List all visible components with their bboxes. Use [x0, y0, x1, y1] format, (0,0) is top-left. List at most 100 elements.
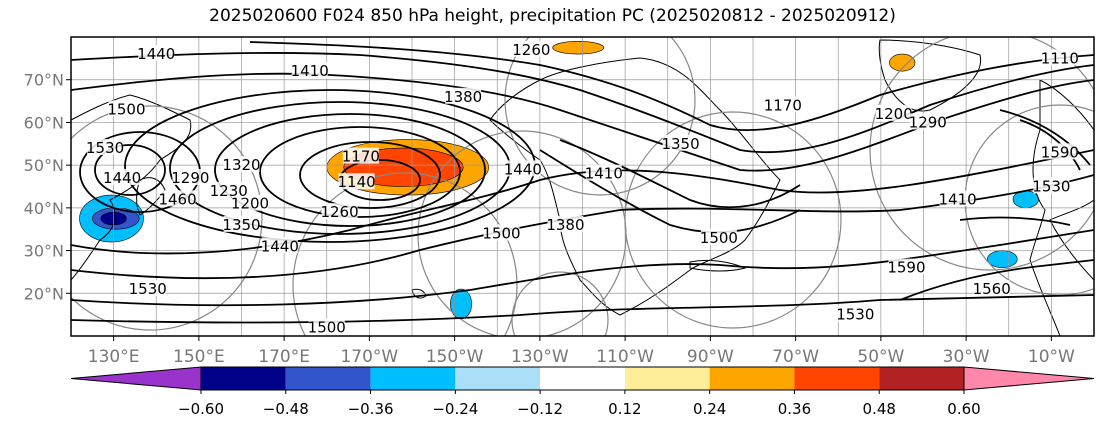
precip-region-3 [552, 40, 605, 55]
contour-label-bg [700, 228, 737, 245]
contour-label-bg [973, 280, 1010, 297]
height-contour-labels: 1440 1410 1260 1380 1170 1200 1110 1500 1530 1440… [86, 40, 1079, 336]
contour-label-bg [223, 215, 260, 232]
contour-label-bg [261, 237, 298, 254]
contour-label-bg [764, 96, 801, 113]
colorbar-tick-label: −0.36 [348, 400, 394, 418]
contour-label-bg [1041, 143, 1078, 160]
contour-label-bg [909, 113, 946, 130]
lon-tick-label: 130°E [88, 347, 140, 367]
lon-tick-label: 170°W [340, 347, 398, 367]
colorbar-segment [455, 367, 541, 390]
map-title: 2025020600 F024 850 hPa height, precipit… [209, 6, 896, 26]
colorbar-tick-label: −0.24 [432, 400, 478, 418]
contour-label: 1500 [482, 224, 520, 242]
contour-label: 1290 [171, 169, 209, 187]
colorbar-tick-label: 0.60 [947, 400, 980, 418]
colorbar-tick-label: 0.48 [863, 400, 896, 418]
lon-tick-label: 170°E [258, 347, 310, 367]
latitude-tick-labels: 20°N 30°N 40°N 50°N 60°N 70°N [24, 71, 71, 303]
contour-label-bg [223, 156, 260, 173]
contour-label-bg [232, 194, 269, 211]
contour-label-bg [291, 62, 328, 79]
colorbar-segment [285, 367, 371, 390]
contour-label-bg [875, 104, 912, 121]
contour-label: 1380 [444, 88, 482, 106]
contour-label-bg [837, 305, 874, 322]
contour-label: 1500 [700, 229, 738, 247]
contour-label: 1410 [939, 190, 977, 208]
precip-colorbar: −0.60 −0.48 −0.36 −0.24 −0.12 0.12 0.24 0.36 0.4… [70, 366, 1095, 418]
lon-tick-label: 50°W [857, 347, 904, 367]
contour-label: 1320 [222, 156, 260, 174]
map-panel: 1440 1410 1260 1380 1170 1200 1110 1500 1530 1440… [70, 36, 1095, 337]
contour-label-bg [172, 168, 209, 185]
lat-tick-label: 30°N [24, 242, 64, 261]
contour-label-bg [483, 224, 520, 241]
colorbar-segment [794, 367, 880, 390]
contour-label: 1380 [546, 216, 584, 234]
contour-label-bg [939, 190, 976, 207]
contour-label: 1440 [261, 237, 299, 255]
graticule [71, 37, 1094, 336]
contour-label: 1260 [320, 203, 358, 221]
colorbar-segment [540, 367, 625, 390]
contour-label: 1530 [1032, 178, 1070, 196]
contour-label: 1530 [86, 139, 124, 157]
contour-label: 1110 [1041, 49, 1079, 67]
contour-label-bg [1041, 49, 1078, 66]
contour-label: 1440 [103, 169, 141, 187]
contour-label: 1410 [291, 62, 329, 80]
contour-label-bg [662, 134, 699, 151]
lon-tick-label: 90°W [687, 347, 734, 367]
contour-label-bg [585, 164, 622, 181]
contour-label-bg [504, 160, 541, 177]
contour-label-bg [445, 87, 482, 104]
contour-label: 1200 [875, 105, 913, 123]
contour-label-bg [108, 100, 145, 117]
contour-label-bg [888, 258, 925, 275]
contour-label-bg [513, 40, 550, 57]
contour-label: 1500 [107, 101, 145, 119]
contour-label: 1350 [661, 135, 699, 153]
colorbar-segment [709, 367, 795, 390]
lon-tick-label: 10°W [1028, 347, 1075, 367]
contour-label: 1440 [504, 160, 542, 178]
precip-region-2 [889, 53, 916, 72]
colorbar-tick-label: −0.48 [263, 400, 309, 418]
contour-label: 1590 [1041, 143, 1079, 161]
contour-label: 1260 [512, 41, 550, 59]
contour-label-bg [210, 181, 247, 198]
contour-label: 1440 [137, 45, 175, 63]
lon-tick-label: 130°W [511, 347, 569, 367]
contour-label: 1170 [342, 148, 380, 166]
contour-label: 1590 [887, 259, 925, 277]
colorbar-segment [624, 367, 710, 390]
contour-label: 1500 [308, 318, 346, 336]
contour-label: 1170 [764, 96, 802, 114]
contour-label: 1350 [222, 216, 260, 234]
lat-tick-label: 20°N [24, 284, 64, 303]
lon-tick-label: 150°E [173, 347, 225, 367]
contour-label: 1530 [129, 280, 167, 298]
lat-tick-label: 50°N [24, 156, 64, 175]
lon-tick-label: 70°W [772, 347, 819, 367]
lon-tick-label: 150°W [426, 347, 484, 367]
contour-label-bg [129, 280, 166, 297]
contour-label: 1530 [836, 306, 874, 324]
contour-label-bg [104, 168, 141, 185]
height-contours [71, 41, 1094, 324]
contour-label: 1410 [585, 165, 623, 183]
lat-tick-label: 40°N [24, 199, 64, 218]
lon-tick-label: 30°W [943, 347, 990, 367]
contour-label: 1140 [337, 173, 375, 191]
colorbar-frame [200, 366, 965, 391]
lat-tick-label: 70°N [24, 71, 64, 90]
contour-label-bg [138, 45, 175, 62]
contour-label-bg [547, 215, 584, 232]
colorbar-tick-label: 0.12 [608, 400, 641, 418]
colorbar-tick-label: 0.24 [693, 400, 726, 418]
colorbar-extend-high [963, 366, 1095, 391]
contour-label-bg [1033, 177, 1070, 194]
